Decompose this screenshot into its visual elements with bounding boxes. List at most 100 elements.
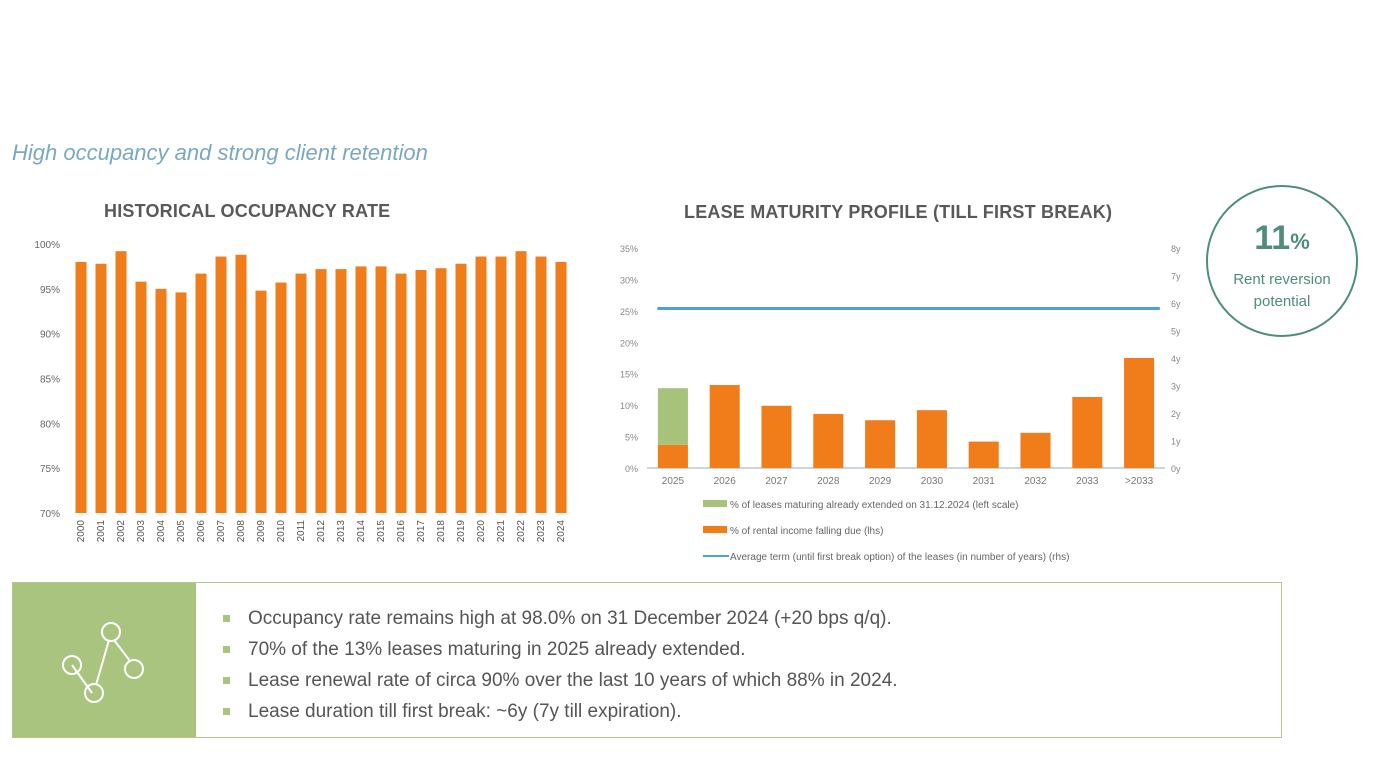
rental-income-bar (709, 385, 740, 468)
rent-reversion-label: Rent reversion potential (1233, 271, 1331, 310)
y-tick-label: 85% (40, 375, 60, 386)
icon-panel (13, 583, 196, 737)
y-tick-label: 90% (40, 330, 60, 341)
x-tick-label: 2024 (556, 520, 567, 543)
y-tick-label: 15% (620, 370, 638, 380)
rental-income-bar (657, 444, 688, 468)
x-tick-label: 2022 (516, 520, 527, 543)
x-tick-label: 2029 (869, 476, 892, 487)
y-tick-label: 100% (34, 240, 60, 251)
occupancy-bar (375, 266, 387, 513)
x-tick-label: 2028 (817, 476, 840, 487)
x-tick-label: 2002 (116, 520, 127, 543)
occupancy-bar (355, 266, 367, 513)
x-tick-label: 2031 (973, 476, 996, 487)
x-tick-label: 2007 (216, 520, 227, 543)
occupancy-bar (75, 261, 87, 513)
x-tick-label: 2021 (496, 520, 507, 543)
rent-reversion-value: 11% (1254, 219, 1310, 257)
x-tick-label: 2006 (196, 520, 207, 543)
x-tick-label: 2016 (396, 520, 407, 543)
occupancy-bar (115, 251, 127, 513)
x-tick-label: 2030 (921, 476, 944, 487)
occupancy-bar (255, 290, 267, 513)
x-tick-label: 2032 (1024, 476, 1047, 487)
y2-tick-label: 5y (1171, 327, 1181, 337)
key-points-box: Occupancy rate remains high at 98.0% on … (12, 582, 1282, 738)
occupancy-bar (455, 263, 467, 513)
key-point: Occupancy rate remains high at 98.0% on … (219, 603, 898, 634)
key-point: 70% of the 13% leases maturing in 2025 a… (219, 634, 898, 665)
y-tick-label: 25% (620, 307, 638, 317)
rental-income-bar (1072, 396, 1103, 468)
occupancy-bar (475, 256, 487, 513)
extended-leases-bar (657, 388, 688, 445)
occupancy-bar (235, 254, 247, 513)
occupancy-bar (275, 282, 287, 513)
bullet-square (223, 708, 230, 715)
rental-income-bar (1124, 358, 1155, 468)
section-subtitle: High occupancy and strong client retenti… (12, 140, 428, 165)
y-tick-label: 0% (625, 464, 638, 474)
y-tick-label: 95% (40, 285, 60, 296)
rental-income-bar (916, 410, 947, 468)
x-tick-label: 2008 (236, 520, 247, 543)
y2-tick-label: 7y (1171, 272, 1181, 282)
y-tick-label: 10% (620, 401, 638, 411)
occupancy-bar (175, 292, 187, 513)
occupancy-bar (395, 273, 407, 513)
rental-income-bar (968, 441, 999, 468)
x-tick-label: 2014 (356, 520, 367, 543)
legend-label: Average term (until first break option) … (730, 552, 1069, 563)
y-tick-label: 80% (40, 419, 60, 430)
rental-income-bar (813, 413, 844, 468)
x-tick-label: 2011 (296, 520, 307, 542)
x-tick-label: >2033 (1125, 476, 1154, 487)
bullet-square (223, 646, 230, 653)
occupancy-bar (155, 288, 167, 513)
y-tick-label: 5% (625, 433, 638, 443)
occupancy-bar (415, 270, 427, 513)
legend-label: % of leases maturing already extended on… (730, 500, 1019, 511)
occupancy-bar (335, 269, 347, 513)
occupancy-bar (535, 256, 547, 513)
y-tick-label: 70% (40, 509, 60, 520)
legend-swatch (703, 500, 727, 507)
key-points-list: Occupancy rate remains high at 98.0% on … (219, 603, 898, 727)
x-tick-label: 2027 (765, 476, 788, 487)
occupancy-bar (195, 273, 207, 513)
x-tick-label: 2019 (456, 520, 467, 543)
occupancy-chart: 70% 75% 80% 85% 90% 95% 100% 2000 2001 2002 2003 20… (34, 240, 567, 543)
x-tick-label: 2000 (76, 520, 87, 543)
x-tick-label: 2018 (436, 520, 447, 543)
x-tick-label: 2009 (256, 520, 267, 543)
x-tick-label: 2017 (416, 520, 427, 543)
x-tick-label: 2010 (276, 520, 287, 543)
x-tick-label: 2005 (176, 520, 187, 543)
x-tick-label: 2003 (136, 520, 147, 543)
rental-income-bar (761, 405, 792, 468)
occupancy-chart-title: HISTORICAL OCCUPANCY RATE (104, 201, 391, 221)
y2-tick-label: 3y (1171, 382, 1181, 392)
legend-label: % of rental income falling due (lhs) (730, 526, 883, 537)
x-tick-label: 2012 (316, 520, 327, 543)
y-tick-label: 30% (620, 275, 638, 285)
x-tick-label: 2033 (1076, 476, 1099, 487)
y2-tick-label: 8y (1171, 244, 1181, 254)
lease-chart-title: LEASE MATURITY PROFILE (TILL FIRST BREAK… (684, 202, 1113, 222)
y2-tick-label: 1y (1171, 437, 1181, 447)
y2-tick-label: 2y (1171, 409, 1181, 419)
x-tick-label: 2025 (662, 476, 685, 487)
occupancy-bar (295, 273, 307, 513)
occupancy-bar (135, 281, 147, 513)
lease-maturity-chart: 0% 5% 10% 15% 20% 25% 30% 35% 0y 1y 2y 3y 4y 5y 6y 7y 8y… (620, 244, 1181, 563)
occupancy-bar (515, 251, 527, 513)
y2-tick-label: 6y (1171, 299, 1181, 309)
x-tick-label: 2023 (536, 520, 547, 543)
bullet-square (223, 677, 230, 684)
occupancy-bar (555, 261, 567, 513)
bullet-square (223, 615, 230, 622)
rental-income-bar (1020, 432, 1051, 468)
y-tick-label: 35% (620, 244, 638, 254)
occupancy-bar (315, 269, 327, 513)
